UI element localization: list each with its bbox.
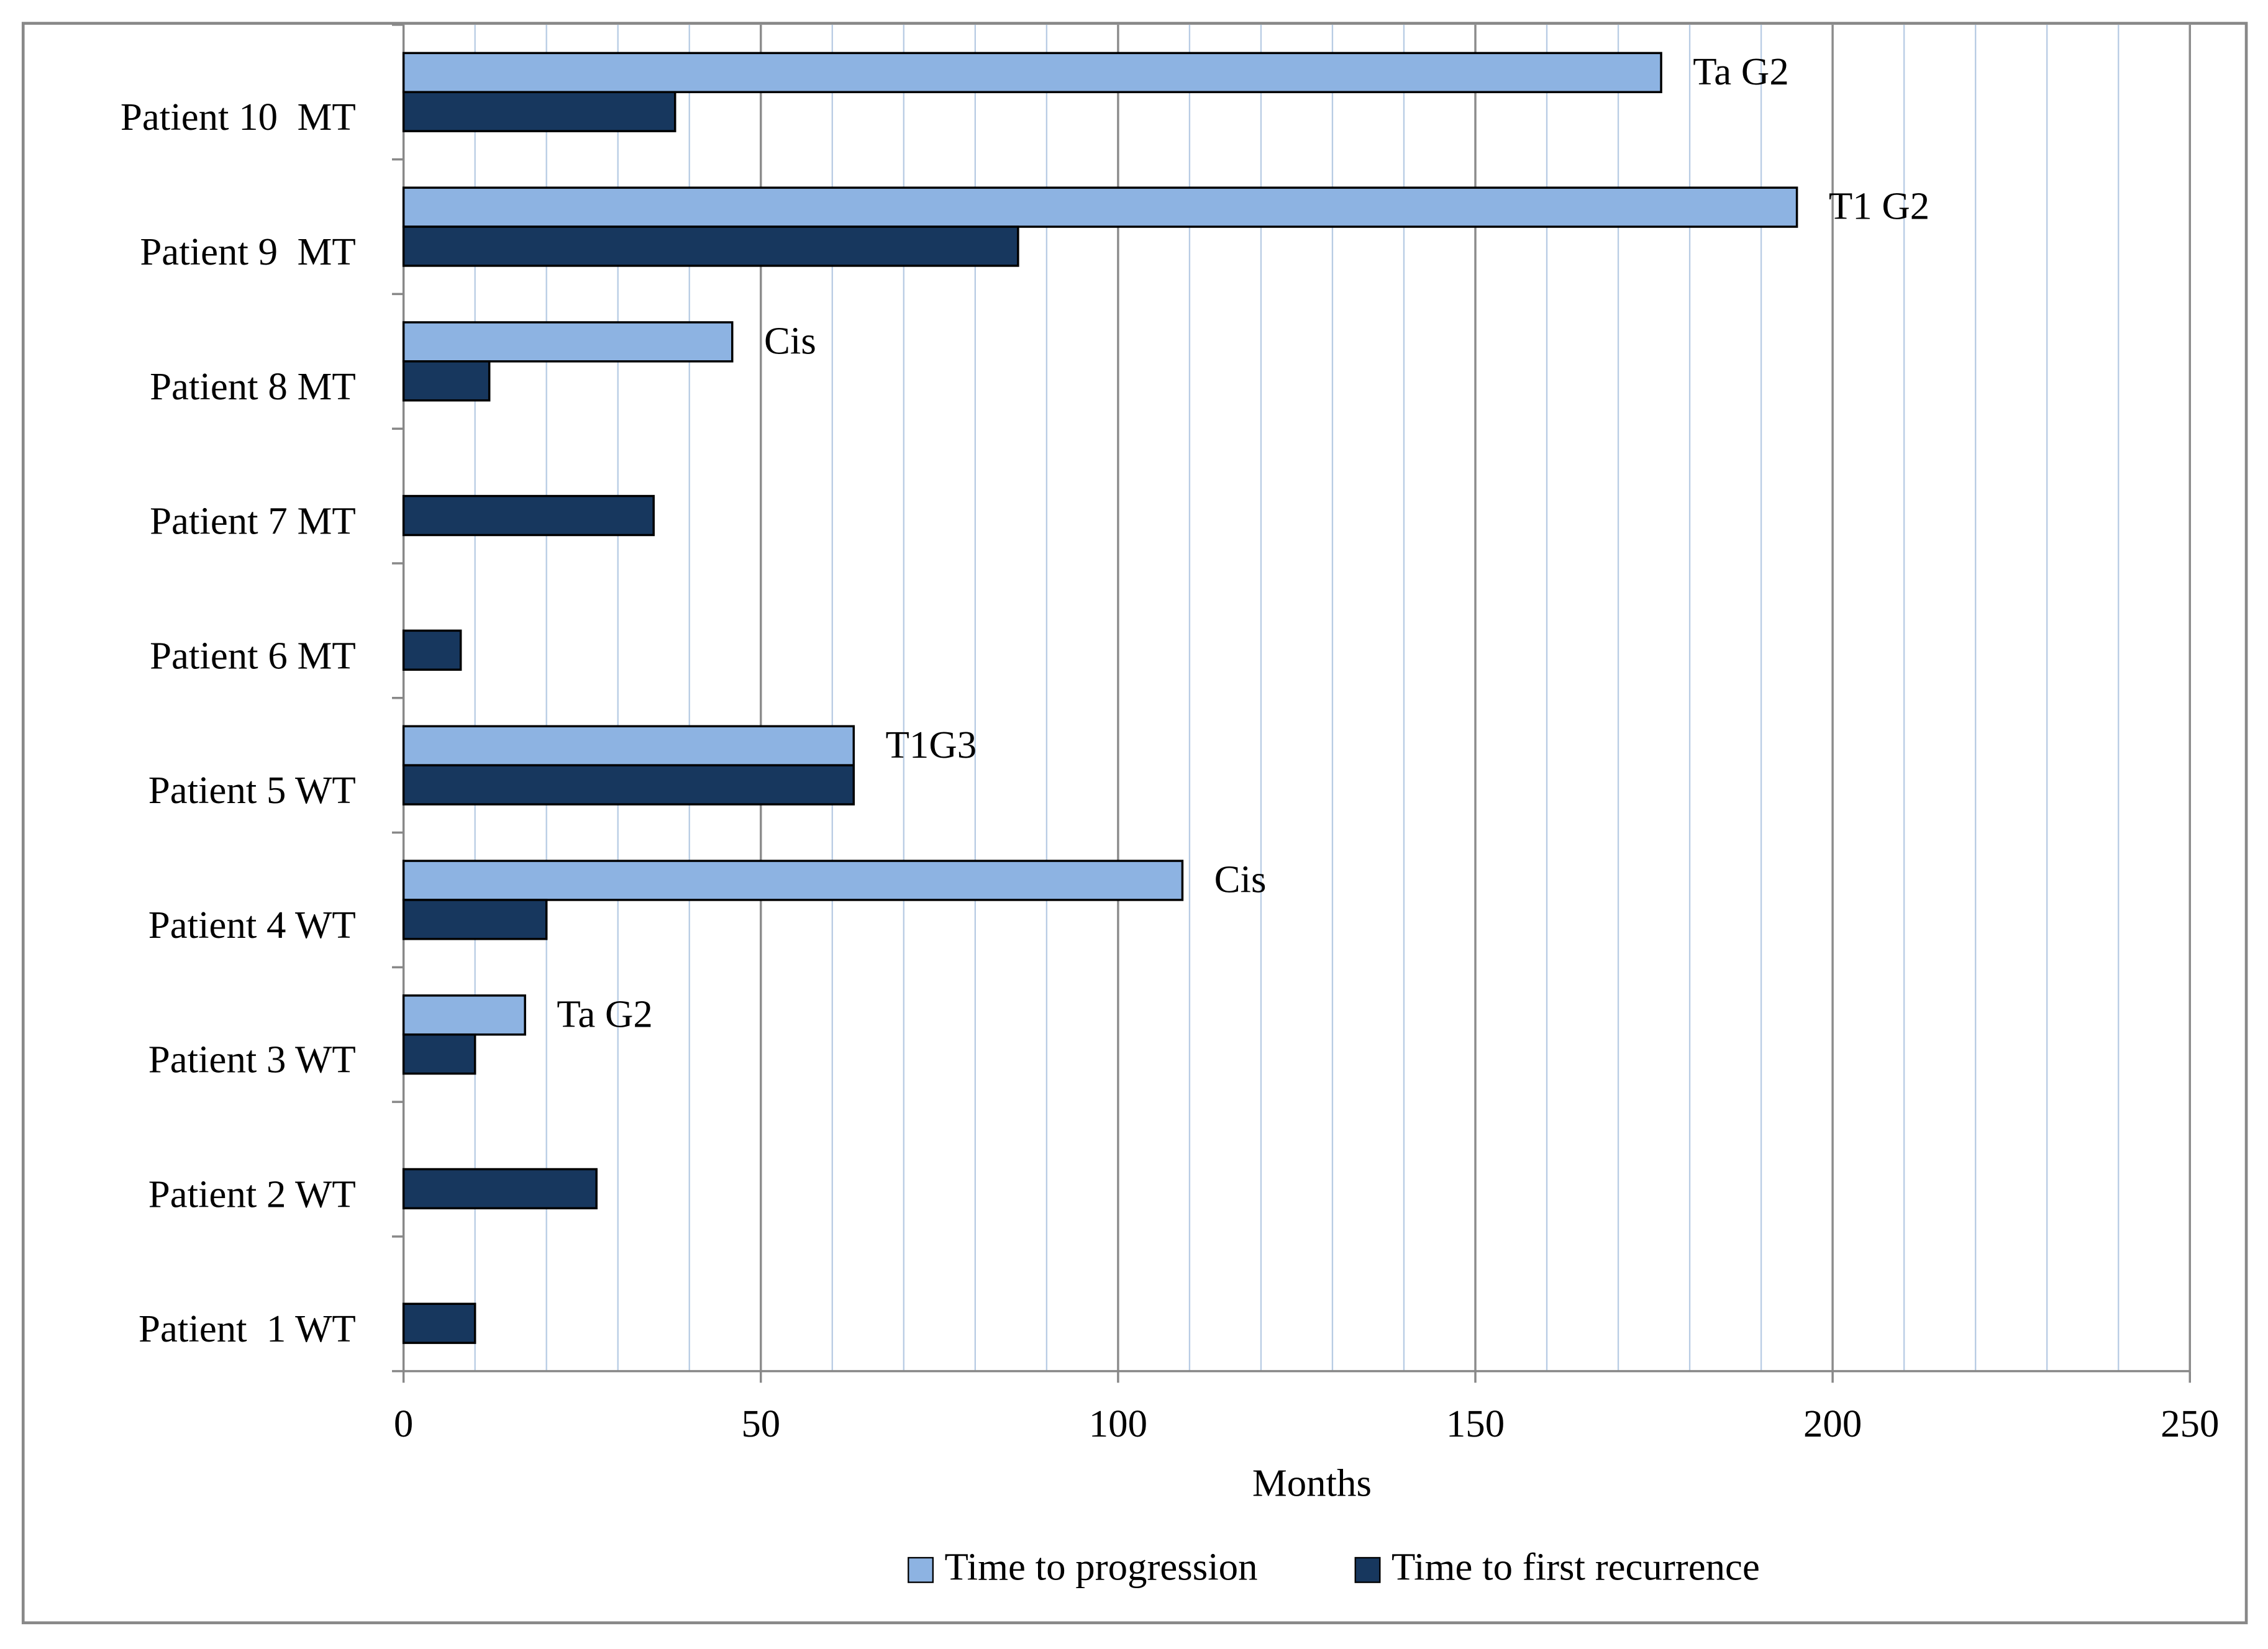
y-tick-label: Patient 2 WT	[148, 1172, 356, 1215]
bar	[402, 1033, 476, 1075]
legend-swatch	[1354, 1556, 1381, 1583]
bar-annotation: Ta G2	[1693, 50, 1788, 93]
chart-border	[21, 22, 2248, 1625]
bar	[402, 225, 1019, 267]
bar-annotation: T1 G2	[1829, 184, 1929, 228]
bar	[402, 725, 855, 766]
bar	[402, 899, 548, 940]
x-tick-label: 250	[2161, 1402, 2219, 1445]
y-tick-label: Patient 4 WT	[148, 903, 356, 947]
y-tick-label: Patient 9 MT	[140, 230, 355, 273]
bar	[402, 1302, 476, 1344]
y-tick-label: Patient 3 WT	[148, 1038, 356, 1081]
y-tick-label: Patient 1 WT	[139, 1307, 356, 1350]
bar	[402, 1168, 598, 1210]
bar	[402, 764, 855, 806]
x-axis-title: Months	[1252, 1461, 1372, 1504]
x-tick-label: 150	[1446, 1402, 1505, 1445]
bar	[402, 994, 526, 1036]
bar	[402, 91, 676, 132]
x-tick-label: 100	[1089, 1402, 1147, 1445]
legend-label: Time to progression	[944, 1545, 1257, 1588]
bar-annotation: Cis	[764, 319, 816, 362]
x-tick-label: 200	[1803, 1402, 1862, 1445]
y-tick-label: Patient 8 MT	[150, 365, 356, 408]
bar	[402, 321, 734, 363]
bar-annotation: Cis	[1214, 858, 1267, 901]
x-tick-label: 0	[394, 1402, 413, 1445]
legend-label: Time to first recurrence	[1391, 1545, 1760, 1588]
bar	[402, 52, 1662, 94]
y-tick-label: Patient 5 WT	[148, 768, 356, 812]
bar	[402, 860, 1184, 901]
bar	[402, 494, 655, 537]
bar	[402, 186, 1798, 228]
y-tick-label: Patient 7 MT	[150, 499, 356, 543]
y-tick-label: Patient 6 MT	[150, 634, 356, 677]
bar-annotation: T1G3	[886, 723, 977, 766]
x-tick-label: 50	[741, 1402, 780, 1445]
legend-swatch	[908, 1556, 934, 1583]
bar-annotation: Ta G2	[557, 992, 652, 1035]
bar	[402, 360, 491, 402]
y-tick-label: Patient 10 MT	[121, 95, 356, 139]
bar	[402, 629, 462, 671]
